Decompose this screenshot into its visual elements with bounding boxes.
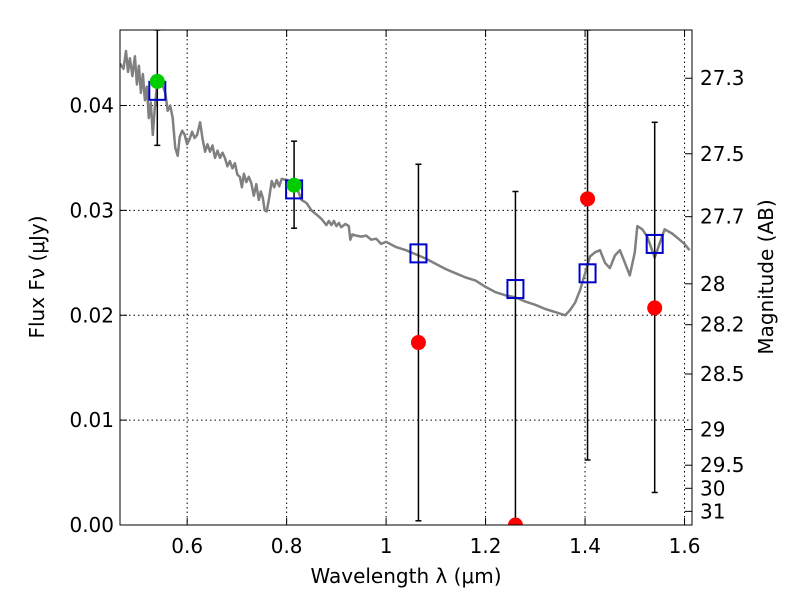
x-tick-label: 1.6 bbox=[669, 534, 701, 558]
observed-flux-layer bbox=[149, 73, 663, 525]
red-point bbox=[507, 517, 523, 525]
green-point bbox=[286, 177, 302, 193]
x-axis-ticks: 0.6 0.8 1 1.2 1.4 1.6 bbox=[171, 30, 700, 558]
x-axis-label: Wavelength λ (μm) bbox=[310, 564, 501, 588]
y2-tick-label: 27.3 bbox=[700, 66, 745, 90]
x-tick-label: 0.8 bbox=[271, 534, 303, 558]
x-tick-label: 1.4 bbox=[569, 534, 601, 558]
x-tick-label: 1.2 bbox=[470, 534, 502, 558]
red-point bbox=[647, 300, 663, 316]
y2-tick-label: 27.7 bbox=[700, 205, 745, 229]
model-square bbox=[578, 263, 597, 284]
y-tick-label: 0.01 bbox=[69, 408, 114, 432]
x-tick-label: 1 bbox=[380, 534, 393, 558]
model-square bbox=[506, 279, 525, 300]
plot-area bbox=[120, 30, 691, 525]
y-axis-label: Flux Fν (μJy) bbox=[25, 215, 49, 338]
y-tick-label: 0.04 bbox=[69, 94, 114, 118]
model-square bbox=[645, 233, 664, 254]
green-point bbox=[149, 73, 165, 89]
model-photometry-layer bbox=[148, 80, 664, 300]
y2-tick-label: 30 bbox=[700, 476, 725, 500]
y2-tick-label: 28 bbox=[700, 272, 725, 296]
red-point bbox=[410, 335, 426, 351]
spectrum-layer bbox=[120, 49, 691, 317]
red-point bbox=[580, 191, 596, 207]
plot-frame bbox=[119, 29, 693, 526]
y2-axis-label: Magnitude (AB) bbox=[754, 199, 778, 354]
y-tick-label: 0.03 bbox=[69, 198, 114, 222]
y-tick-label: 0.00 bbox=[69, 513, 114, 537]
y2-tick-label: 28.2 bbox=[700, 313, 745, 337]
y-tick-label: 0.02 bbox=[69, 303, 114, 327]
model-square bbox=[409, 243, 428, 264]
y2-tick-label: 29 bbox=[700, 418, 725, 442]
x-tick-label: 0.6 bbox=[171, 534, 203, 558]
grid-lines bbox=[120, 30, 692, 526]
y2-tick-label: 29.5 bbox=[700, 453, 745, 477]
y2-tick-label: 27.5 bbox=[700, 142, 745, 166]
y2-tick-label: 28.5 bbox=[700, 362, 745, 386]
y2-tick-label: 31 bbox=[700, 499, 725, 523]
y-axis-ticks: 0.00 0.01 0.02 0.03 0.04 bbox=[69, 94, 127, 537]
spectrum-line bbox=[120, 49, 691, 317]
